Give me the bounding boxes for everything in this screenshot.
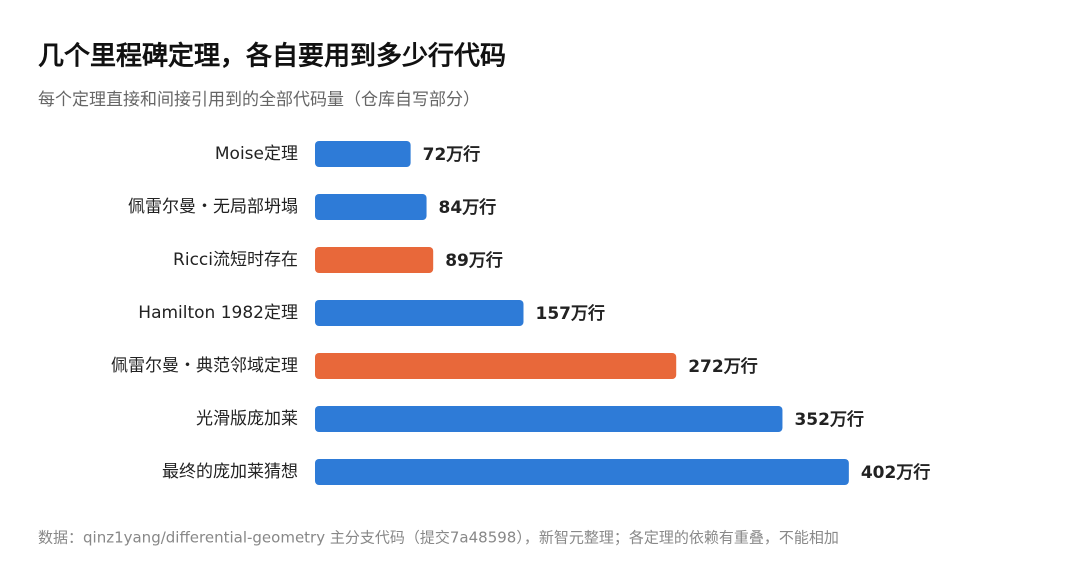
category-label: 佩雷尔曼・无局部坍塌: [128, 197, 298, 217]
category-label: Ricci流短时存在: [173, 250, 298, 270]
value-label: 272万行: [688, 356, 758, 377]
chart-source: 数据：qinz1yang/differential-geometry 主分支代码…: [38, 529, 839, 547]
category-label: 最终的庞加莱猜想: [162, 462, 298, 482]
bar: [315, 300, 524, 326]
value-label: 72万行: [423, 144, 481, 165]
category-label: Hamilton 1982定理: [138, 303, 298, 323]
value-label: 89万行: [445, 250, 503, 271]
bar: [315, 406, 783, 432]
bar: [315, 194, 427, 220]
category-label: 佩雷尔曼・典范邻域定理: [111, 356, 298, 376]
category-label: 光滑版庞加莱: [196, 409, 298, 429]
chart-title: 几个里程碑定理，各自要用到多少行代码: [38, 41, 506, 72]
bar: [315, 459, 849, 485]
value-label: 352万行: [794, 409, 864, 430]
category-label: Moise定理: [215, 144, 298, 164]
bar: [315, 353, 677, 379]
value-label: 402万行: [861, 462, 931, 483]
chart-subtitle: 每个定理直接和间接引用到的全部代码量（仓库自写部分）: [38, 90, 480, 110]
value-label: 157万行: [535, 303, 605, 324]
bar: [315, 141, 411, 167]
value-label: 84万行: [439, 197, 497, 218]
bar: [315, 247, 434, 273]
